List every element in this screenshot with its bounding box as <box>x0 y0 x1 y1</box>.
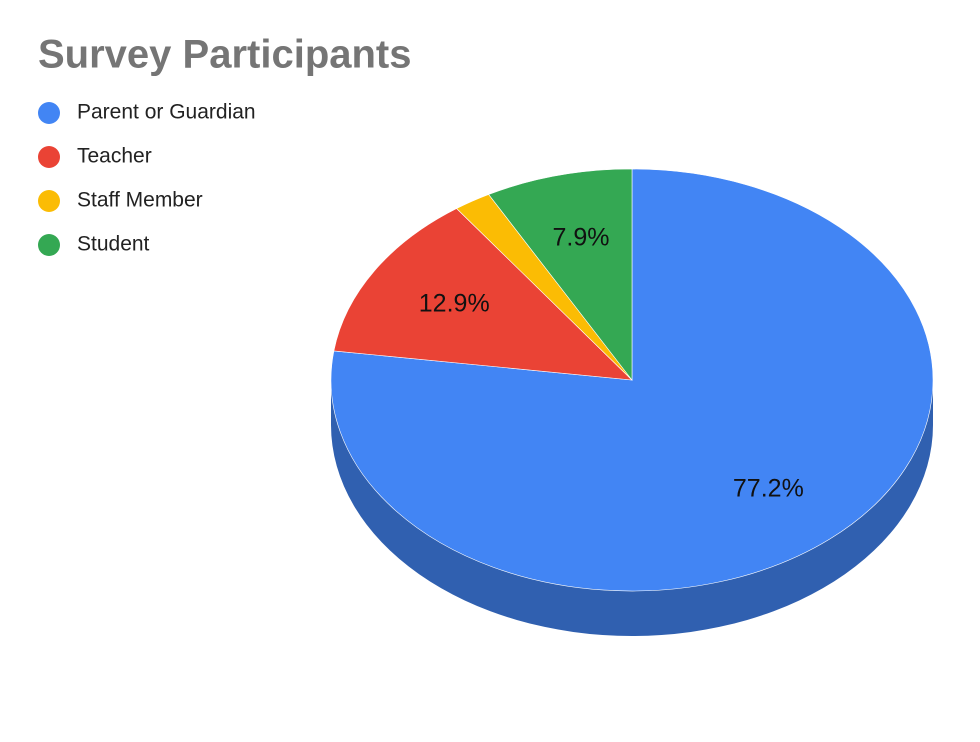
legend-text: Student <box>77 233 150 256</box>
slice-label: 7.9% <box>552 223 609 251</box>
slice <box>333 208 633 381</box>
legend-text: Staff Member <box>77 189 203 212</box>
slice-side <box>331 380 933 636</box>
slice-label: 12.9% <box>419 289 490 317</box>
legend-swatch <box>38 146 60 168</box>
legend-swatch <box>38 102 60 124</box>
slice <box>330 168 934 592</box>
slice <box>488 168 633 381</box>
slice-label: 77.2% <box>733 474 804 502</box>
chart-title: Survey Participants <box>38 33 412 77</box>
legend-swatch <box>38 234 60 256</box>
legend-text: Teacher <box>77 145 152 168</box>
legend-swatch <box>38 190 60 212</box>
legend-text: Parent or Guardian <box>77 101 256 124</box>
